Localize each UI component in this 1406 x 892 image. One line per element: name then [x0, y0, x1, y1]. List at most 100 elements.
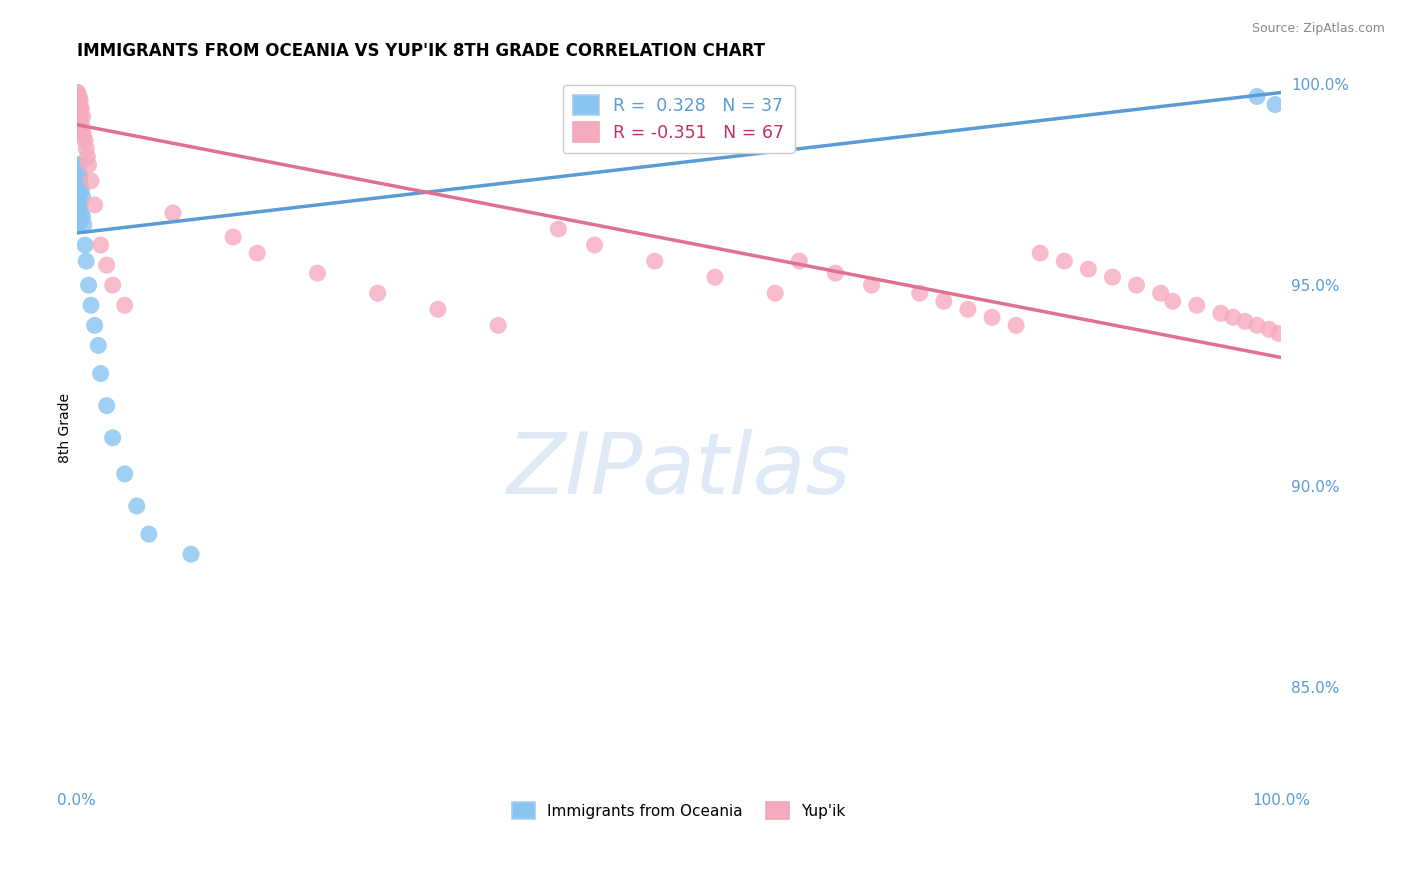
Point — [67, 118, 90, 132]
Point — [67, 102, 90, 116]
Point — [956, 302, 979, 317]
Point — [1005, 318, 1028, 333]
Point — [67, 89, 90, 103]
Point — [65, 206, 87, 220]
Point — [180, 547, 202, 561]
Point — [138, 527, 160, 541]
Point — [90, 238, 112, 252]
Point — [1233, 314, 1256, 328]
Point — [66, 218, 89, 232]
Point — [69, 110, 91, 124]
Point — [763, 286, 786, 301]
Text: Source: ZipAtlas.com: Source: ZipAtlas.com — [1251, 22, 1385, 36]
Point — [75, 142, 97, 156]
Point — [66, 86, 89, 100]
Point — [222, 230, 245, 244]
Point — [1053, 254, 1076, 268]
Point — [114, 298, 136, 312]
Point — [101, 431, 124, 445]
Point — [66, 174, 89, 188]
Point — [1185, 298, 1208, 312]
Point — [73, 129, 96, 144]
Point — [80, 298, 103, 312]
Point — [1267, 326, 1289, 341]
Point — [73, 238, 96, 252]
Point — [77, 158, 100, 172]
Point — [66, 89, 89, 103]
Point — [83, 318, 105, 333]
Point — [1149, 286, 1171, 301]
Point — [65, 94, 87, 108]
Point — [72, 126, 94, 140]
Y-axis label: 8th Grade: 8th Grade — [59, 392, 72, 463]
Point — [486, 318, 509, 333]
Point — [70, 206, 93, 220]
Point — [80, 174, 103, 188]
Point — [67, 190, 90, 204]
Point — [66, 94, 89, 108]
Point — [547, 222, 569, 236]
Point — [76, 150, 98, 164]
Point — [162, 206, 184, 220]
Point — [66, 166, 89, 180]
Point — [65, 89, 87, 103]
Point — [1029, 246, 1052, 260]
Point — [83, 198, 105, 212]
Point — [72, 210, 94, 224]
Point — [69, 169, 91, 184]
Point — [1077, 262, 1099, 277]
Point — [67, 206, 90, 220]
Point — [1258, 322, 1281, 336]
Point — [704, 270, 727, 285]
Point — [67, 158, 90, 172]
Point — [1125, 278, 1147, 293]
Legend: Immigrants from Oceania, Yup'ik: Immigrants from Oceania, Yup'ik — [506, 797, 852, 825]
Point — [860, 278, 883, 293]
Point — [72, 110, 94, 124]
Point — [66, 97, 89, 112]
Point — [75, 254, 97, 268]
Point — [69, 102, 91, 116]
Point — [367, 286, 389, 301]
Point — [67, 110, 90, 124]
Point — [246, 246, 269, 260]
Point — [426, 302, 449, 317]
Point — [77, 278, 100, 293]
Point — [1246, 89, 1268, 103]
Point — [1246, 318, 1268, 333]
Text: ZIPatlas: ZIPatlas — [506, 429, 851, 512]
Point — [101, 278, 124, 293]
Point — [1209, 306, 1232, 320]
Point — [96, 258, 118, 272]
Point — [69, 198, 91, 212]
Point — [932, 294, 955, 309]
Point — [66, 102, 89, 116]
Point — [73, 218, 96, 232]
Point — [65, 86, 87, 100]
Point — [824, 266, 846, 280]
Point — [66, 198, 89, 212]
Point — [70, 102, 93, 116]
Point — [90, 367, 112, 381]
Point — [1264, 97, 1286, 112]
Point — [1222, 310, 1244, 325]
Point — [66, 186, 89, 200]
Point — [65, 174, 87, 188]
Point — [70, 118, 93, 132]
Point — [65, 190, 87, 204]
Point — [87, 338, 110, 352]
Point — [125, 499, 148, 513]
Point — [1101, 270, 1123, 285]
Point — [69, 186, 91, 200]
Point — [908, 286, 931, 301]
Point — [69, 214, 91, 228]
Point — [70, 182, 93, 196]
Point — [644, 254, 666, 268]
Point — [67, 94, 90, 108]
Point — [66, 110, 89, 124]
Point — [1161, 294, 1184, 309]
Point — [69, 126, 91, 140]
Text: IMMIGRANTS FROM OCEANIA VS YUP'IK 8TH GRADE CORRELATION CHART: IMMIGRANTS FROM OCEANIA VS YUP'IK 8TH GR… — [76, 42, 765, 60]
Point — [981, 310, 1004, 325]
Point — [583, 238, 606, 252]
